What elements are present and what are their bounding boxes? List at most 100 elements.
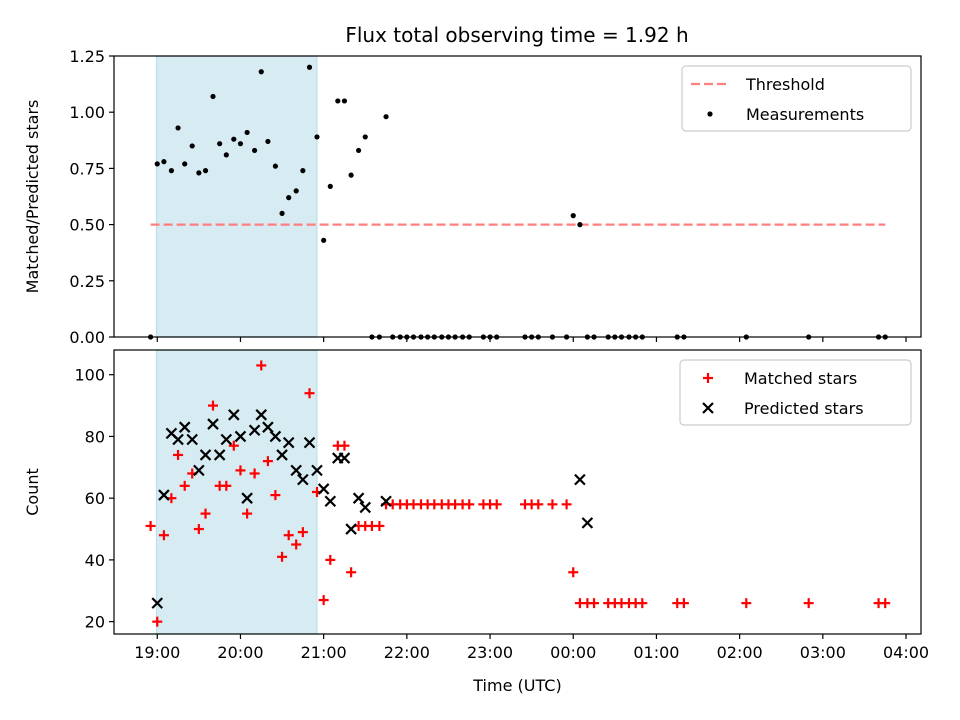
matched-stars-point bbox=[318, 595, 329, 606]
x-marker-b bbox=[241, 492, 253, 504]
matched-stars-point bbox=[200, 508, 211, 519]
y-tick-label: 60 bbox=[85, 489, 105, 508]
x-marker-b bbox=[574, 473, 586, 486]
shaded-interval bbox=[155, 55, 318, 338]
x-marker-b bbox=[324, 495, 337, 508]
x-marker-b bbox=[338, 452, 351, 464]
measurements-point bbox=[355, 147, 362, 154]
matched-stars-point bbox=[283, 530, 294, 541]
predicted-stars-point bbox=[380, 495, 392, 508]
x-tick-label: 19:00 bbox=[134, 643, 180, 662]
matched-stars-point bbox=[249, 468, 260, 479]
matched-stars-point bbox=[193, 524, 204, 535]
y-tick-label: 100 bbox=[74, 366, 105, 385]
matched-stars-point bbox=[741, 598, 752, 609]
legend-box bbox=[679, 359, 912, 426]
x-tick-label: 22:00 bbox=[384, 643, 430, 662]
predicted-stars-point bbox=[282, 436, 295, 449]
matched-stars-point bbox=[242, 508, 253, 519]
predicted-stars-point bbox=[234, 430, 247, 443]
measurements-point bbox=[335, 98, 341, 104]
y-tick-label: 0.75 bbox=[69, 159, 105, 178]
predicted-stars-point bbox=[352, 492, 365, 504]
axes-frame bbox=[113, 349, 922, 635]
predicted-stars-point bbox=[359, 501, 372, 514]
matched-stars-point bbox=[228, 440, 239, 451]
legend-box bbox=[681, 65, 912, 132]
y-tick-label: 0.50 bbox=[69, 216, 105, 235]
predicted-stars-point bbox=[207, 418, 219, 430]
x-marker-b bbox=[199, 449, 212, 461]
matched-stars-point bbox=[277, 551, 288, 562]
x-marker-b bbox=[207, 418, 219, 430]
predicted-stars-point bbox=[220, 433, 233, 446]
x-marker-b bbox=[158, 489, 170, 501]
y-axis-label: Count bbox=[23, 468, 42, 516]
measurements-point bbox=[570, 213, 576, 219]
x-marker-b bbox=[193, 464, 205, 477]
x-marker-b bbox=[345, 523, 357, 535]
predicted-stars-point bbox=[151, 597, 164, 609]
x-marker-b bbox=[151, 597, 164, 609]
matched-stars-point bbox=[291, 539, 302, 550]
predicted-stars-point bbox=[269, 430, 282, 443]
x-marker-b bbox=[213, 449, 226, 461]
x-marker-b bbox=[248, 424, 261, 437]
legend-x-swatch-b bbox=[702, 402, 714, 414]
x-marker-b bbox=[276, 449, 288, 461]
matched-stars-point bbox=[297, 527, 308, 538]
legend: Threshold Measurements bbox=[681, 65, 912, 132]
measurements-point bbox=[321, 237, 327, 243]
matched-stars-point bbox=[561, 499, 572, 510]
y-tick-label: 0.25 bbox=[69, 272, 105, 291]
predicted-stars-point bbox=[228, 409, 240, 421]
y-tick-label: 20 bbox=[85, 613, 105, 632]
measurements-point bbox=[279, 210, 285, 216]
measurements-point bbox=[223, 152, 229, 158]
matched-stars-point bbox=[803, 598, 814, 609]
predicted-stars-point bbox=[248, 424, 261, 437]
predicted-stars-point bbox=[276, 449, 288, 461]
matched-stars-point bbox=[262, 456, 273, 467]
measurements-point bbox=[182, 161, 188, 167]
measurements-point bbox=[210, 93, 216, 100]
x-tick-label: 20:00 bbox=[217, 643, 263, 662]
predicted-stars-point bbox=[241, 492, 253, 504]
measurements-point bbox=[202, 168, 209, 174]
x-marker-b bbox=[165, 427, 178, 440]
y-tick-label: 80 bbox=[85, 427, 105, 446]
x-marker-b bbox=[317, 483, 330, 495]
x-tick-label: 01:00 bbox=[633, 643, 679, 662]
x-marker-b bbox=[290, 464, 302, 477]
measurements-point bbox=[161, 159, 167, 165]
x-tick-label: 03:00 bbox=[800, 643, 846, 662]
predicted-stars-point bbox=[172, 433, 184, 446]
matched-stars-point bbox=[179, 480, 190, 491]
legend-label: Predicted stars bbox=[744, 399, 864, 418]
predicted-stars-point bbox=[338, 452, 351, 464]
predicted-stars-point bbox=[193, 464, 205, 477]
x-marker-b bbox=[311, 464, 323, 477]
x-tick-label: 04:00 bbox=[883, 643, 929, 662]
matched-stars-point bbox=[158, 530, 169, 541]
x-marker-b bbox=[262, 421, 274, 433]
x-marker-b bbox=[303, 436, 316, 449]
measurements-point bbox=[168, 168, 175, 174]
x-marker-b bbox=[581, 517, 594, 529]
measurements-point bbox=[300, 168, 306, 174]
measurements-point bbox=[383, 114, 389, 120]
matched-stars-point bbox=[568, 567, 579, 578]
matched-stars-point bbox=[880, 598, 891, 609]
y-tick-label: 0.00 bbox=[69, 328, 105, 347]
x-tick-label: 00:00 bbox=[550, 643, 596, 662]
matched-stars-point bbox=[270, 490, 281, 501]
measurements-point bbox=[348, 172, 354, 178]
measurements-point bbox=[217, 141, 223, 147]
x-marker-b bbox=[359, 501, 372, 514]
matched-stars-point bbox=[346, 567, 357, 578]
measurements-point bbox=[237, 141, 244, 147]
x-tick-label: 02:00 bbox=[717, 643, 763, 662]
figure-title: Flux total observing time = 1.92 h bbox=[345, 23, 688, 47]
y-tick-label: 1.25 bbox=[69, 47, 105, 66]
